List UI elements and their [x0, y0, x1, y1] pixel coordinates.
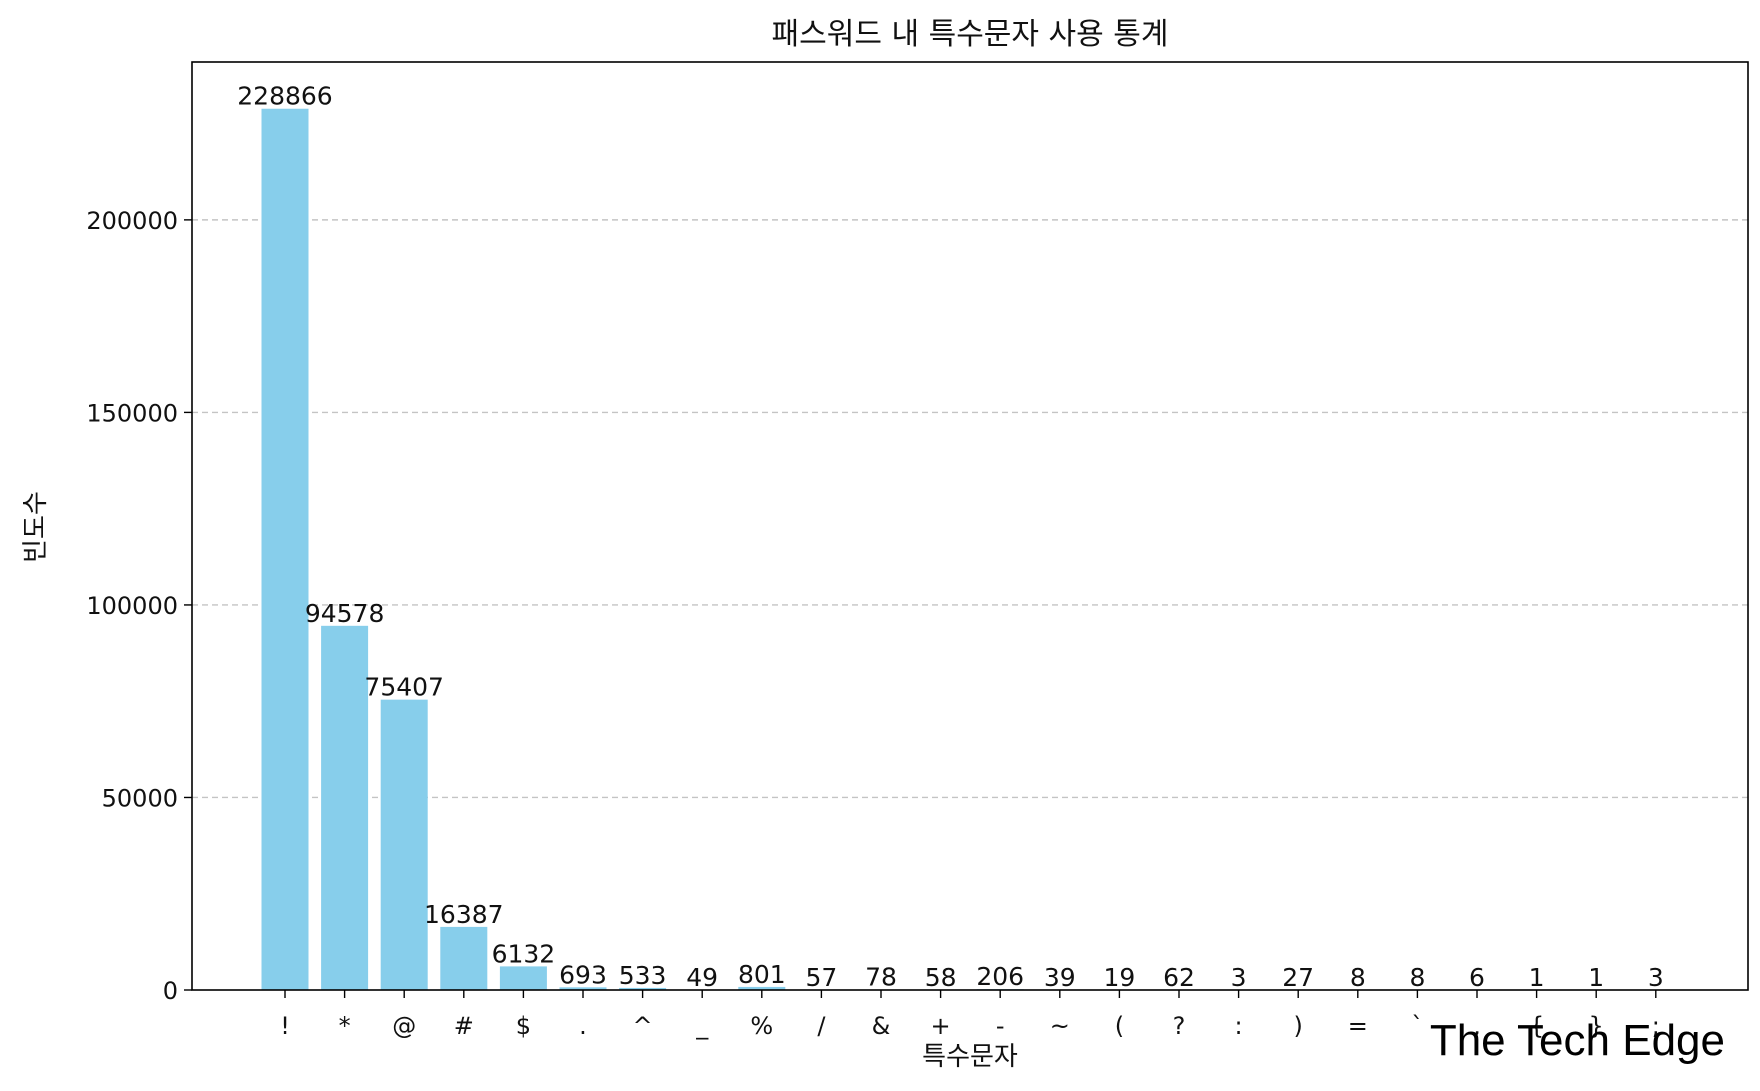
- x-tick-label: -: [996, 1012, 1005, 1040]
- data-label: 62: [1163, 963, 1195, 992]
- bar: [440, 926, 488, 990]
- data-label: 16387: [424, 900, 504, 929]
- y-tick-label: 0: [163, 977, 178, 1005]
- x-tick-label: &: [872, 1012, 891, 1040]
- x-tick-label: %: [750, 1012, 773, 1040]
- data-label: 1: [1588, 963, 1604, 992]
- x-tick-label: #: [454, 1012, 474, 1040]
- x-tick-label: /: [817, 1012, 826, 1040]
- y-tick-label: 50000: [102, 784, 178, 812]
- y-axis-ticks: 0 50000 100000 150000 200000: [86, 207, 192, 1005]
- x-tick-label: .: [579, 1012, 587, 1040]
- data-label: 8: [1350, 963, 1366, 992]
- x-tick-label: ,: [1473, 1012, 1481, 1040]
- x-tick-label: ^: [633, 1012, 653, 1040]
- x-tick-label: =: [1348, 1012, 1368, 1040]
- data-label: 19: [1103, 963, 1135, 992]
- data-label: 78: [865, 963, 897, 992]
- data-label: 8: [1409, 963, 1425, 992]
- data-label: 228866: [237, 82, 332, 111]
- bar: [499, 966, 547, 990]
- data-label: 6132: [492, 939, 556, 968]
- data-label: 27: [1282, 963, 1314, 992]
- bar: [380, 699, 428, 990]
- x-axis-ticks: ! * @ # $. ^ _% / & + - ~ (?:) = `, {};: [280, 990, 1660, 1040]
- data-label: 49: [686, 963, 718, 992]
- watermark: The Tech Edge: [1430, 1016, 1725, 1065]
- data-label: 3: [1648, 963, 1664, 992]
- y-axis-label: 빈도수: [21, 491, 51, 563]
- data-label: 693: [559, 960, 607, 989]
- data-label: 94578: [305, 599, 385, 628]
- x-tick-label: $: [516, 1012, 531, 1040]
- x-tick-label: }: [1589, 1012, 1604, 1040]
- bar: [619, 987, 667, 990]
- data-label: 3: [1231, 963, 1247, 992]
- x-axis-label: 특수문자: [922, 1042, 1018, 1072]
- data-label: 533: [619, 961, 667, 990]
- chart-title: 패스워드 내 특수문자 사용 통계: [772, 17, 1169, 52]
- data-label: 801: [738, 960, 786, 989]
- bar: [321, 625, 369, 990]
- data-label: 75407: [364, 673, 444, 702]
- data-label: 57: [805, 963, 837, 992]
- x-tick-label: @: [392, 1012, 416, 1040]
- bar: [559, 987, 607, 990]
- data-label: 39: [1044, 963, 1076, 992]
- y-tick-label: 100000: [86, 592, 178, 620]
- x-tick-label: *: [339, 1012, 351, 1040]
- x-tick-label: _: [695, 1012, 709, 1040]
- x-tick-label: ): [1294, 1012, 1303, 1040]
- plot-frame: [191, 61, 1749, 991]
- data-label: 6: [1469, 963, 1485, 992]
- x-tick-label: :: [1235, 1012, 1243, 1040]
- y-tick-label: 200000: [86, 207, 178, 235]
- x-tick-label: (: [1115, 1012, 1124, 1040]
- x-tick-label: !: [280, 1012, 290, 1040]
- x-tick-label: +: [931, 1012, 951, 1040]
- bar: [738, 986, 786, 990]
- x-tick-label: `: [1411, 1012, 1423, 1040]
- x-tick-label: ?: [1173, 1012, 1186, 1040]
- x-tick-label: ;: [1652, 1012, 1660, 1040]
- x-tick-label: ~: [1050, 1012, 1070, 1040]
- data-label: 206: [976, 962, 1024, 991]
- bar: [261, 108, 309, 990]
- data-label: 58: [925, 963, 957, 992]
- x-tick-label: {: [1529, 1012, 1544, 1040]
- bars: [261, 108, 1680, 990]
- data-label: 1: [1529, 963, 1545, 992]
- y-tick-label: 150000: [86, 399, 178, 427]
